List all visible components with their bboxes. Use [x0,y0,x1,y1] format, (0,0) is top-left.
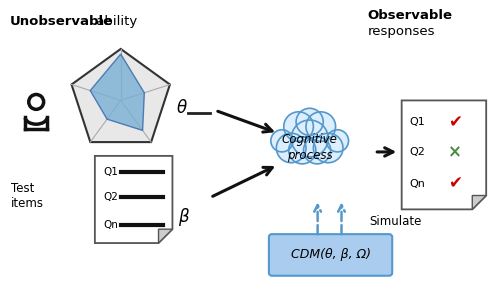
Text: Test
items: Test items [12,182,44,209]
Circle shape [271,130,293,152]
Circle shape [326,130,348,152]
Text: Q2: Q2 [104,193,118,202]
Text: Q1: Q1 [408,117,424,127]
FancyBboxPatch shape [269,234,391,276]
Circle shape [303,137,330,164]
Polygon shape [72,49,169,142]
Text: Observable: Observable [367,9,451,22]
Polygon shape [401,100,485,209]
Text: Q1: Q1 [104,167,118,177]
FancyBboxPatch shape [403,104,485,109]
Text: Q2: Q2 [408,147,424,157]
Text: ability: ability [92,15,137,28]
Text: θ: θ [176,99,186,117]
Circle shape [288,137,315,164]
Text: ✔: ✔ [447,175,461,193]
Text: Cognitive
process: Cognitive process [281,133,337,162]
Circle shape [283,112,313,141]
Polygon shape [471,195,485,209]
Text: ×: × [447,143,461,161]
Text: Simulate: Simulate [369,215,421,228]
Text: responses: responses [367,25,434,38]
FancyBboxPatch shape [97,159,172,165]
Polygon shape [90,54,144,130]
Circle shape [291,120,328,157]
Circle shape [276,133,306,163]
Text: Unobservable: Unobservable [10,15,112,28]
Circle shape [306,112,335,141]
Text: Qn: Qn [104,220,118,230]
Polygon shape [158,229,172,243]
Polygon shape [95,156,172,243]
Text: Qn: Qn [408,179,424,188]
Circle shape [296,108,323,135]
Text: β: β [178,208,189,226]
Text: CDM(θ, β, Ω): CDM(θ, β, Ω) [290,249,370,262]
Text: ✔: ✔ [447,113,461,131]
Circle shape [313,133,342,163]
